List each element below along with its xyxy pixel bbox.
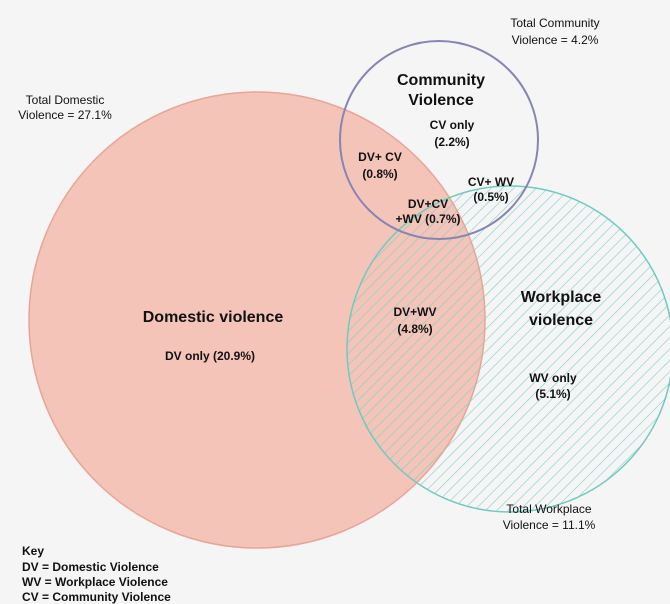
region-label: +WV (0.7%)	[395, 212, 460, 226]
circle-title: violence	[529, 312, 593, 329]
total-label: Total Community	[510, 16, 599, 30]
region-label: DV+WV	[393, 305, 436, 319]
key-entry: DV = Domestic Violence	[22, 560, 159, 574]
region-label: (2.2%)	[434, 135, 469, 149]
total-label: Violence = 11.1%	[503, 518, 596, 532]
circle-title: Domestic violence	[143, 309, 284, 326]
region-label: CV only	[430, 118, 475, 132]
workplace-circle	[346, 185, 670, 513]
total-label: Violence = 4.2%	[512, 33, 599, 47]
region-label: WV only	[529, 371, 577, 385]
region-label: DV only (20.9%)	[165, 349, 255, 363]
region-label: (4.8%)	[397, 322, 432, 336]
circle-title: Workplace	[521, 289, 602, 306]
region-label: CV+ WV	[468, 175, 514, 189]
total-label: Total Domestic	[26, 93, 105, 107]
key-entry: WV = Workplace Violence	[22, 575, 168, 589]
circle-title: Violence	[408, 92, 474, 109]
region-label: (0.8%)	[362, 167, 397, 181]
total-label: Violence = 27.1%	[18, 108, 112, 122]
region-label: (5.1%)	[535, 387, 570, 401]
community-circle	[339, 40, 539, 240]
region-label: DV+CV	[408, 197, 448, 211]
region-label: (0.5%)	[473, 190, 508, 204]
key-entry: CV = Community Violence	[22, 590, 171, 604]
key-title: Key	[22, 544, 44, 558]
total-label: Total Workplace	[506, 502, 591, 516]
circle-title: Community	[397, 72, 485, 89]
region-label: DV+ CV	[358, 150, 402, 164]
